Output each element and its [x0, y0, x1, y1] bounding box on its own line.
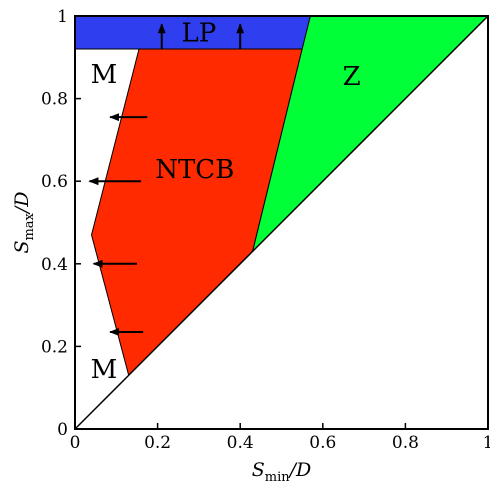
y-tick-label: 1 [57, 7, 68, 27]
ticks-layer: 0 0.2 0.4 0.6 0.8 1 0 0.2 0.4 0.6 0.8 1 [41, 7, 490, 453]
y-tick-label: 0.6 [41, 172, 68, 192]
regions-layer [74, 15, 490, 377]
x-axis-label: Smin/D [252, 459, 312, 485]
x-tick-label: 0.4 [227, 433, 254, 453]
lines-layer [74, 15, 489, 430]
plot-frame [74, 15, 489, 430]
region-label-lp: LP [182, 19, 217, 49]
region-label-m: M [91, 60, 118, 90]
region-label-ntcb: NTCB [155, 155, 234, 185]
x-tick-label: 0.2 [144, 433, 171, 453]
y-axis-label-sub: max [22, 212, 37, 240]
region-labels-layer: LP M Z NTCB M [91, 19, 361, 386]
x-axis-label-main: S [252, 459, 265, 481]
x-tick-label: 0.8 [392, 433, 419, 453]
y-axis-label-main: S [11, 241, 33, 254]
x-axis-label-tail: /D [288, 459, 312, 481]
y-tick-label: 0.8 [41, 90, 68, 110]
diagonal-line [74, 15, 489, 430]
y-axis-label: Smax/D [11, 191, 37, 253]
x-axis-label-sub: min [265, 470, 290, 485]
arrows-layer [88, 23, 245, 336]
x-tick-label: 0.6 [309, 433, 336, 453]
y-tick-label: 0 [57, 420, 68, 440]
region-label-z: Z [343, 62, 361, 92]
x-tick-label: 0 [70, 433, 81, 453]
x-tick-label: 1 [483, 433, 490, 453]
region-label-m: M [91, 355, 118, 385]
y-axis-label-tail: /D [11, 191, 33, 215]
y-tick-label: 0.4 [41, 255, 68, 275]
y-tick-label: 0.2 [41, 337, 68, 357]
